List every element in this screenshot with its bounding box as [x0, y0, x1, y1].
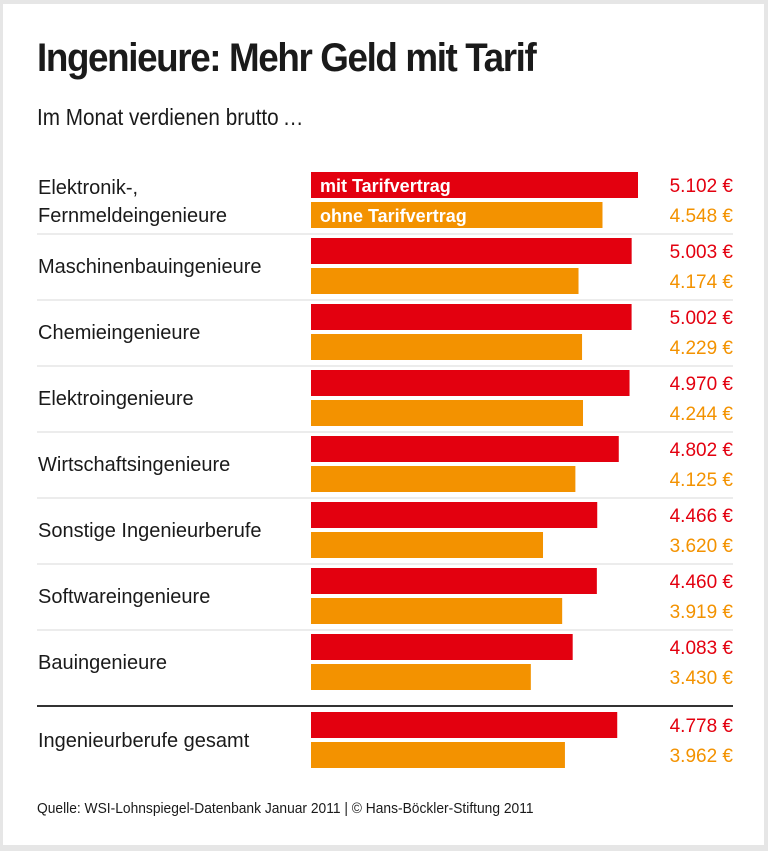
bar-mit-tarif	[311, 712, 618, 738]
category-label: Elektronik-,	[38, 177, 138, 199]
value-label: 3.430 €	[670, 668, 734, 689]
bar-mit-tarif	[311, 370, 630, 396]
bar-ohne-tarif	[311, 334, 583, 360]
value-label: 4.802 €	[670, 440, 734, 461]
bar-mit-tarif	[311, 238, 632, 264]
bar-mit-tarif	[311, 172, 638, 198]
value-label: 4.244 €	[670, 404, 734, 425]
category-label: Fernmeldeingenieure	[38, 205, 227, 227]
value-label: 5.002 €	[670, 308, 734, 329]
value-label: 5.102 €	[670, 176, 734, 197]
bar-ohne-tarif	[311, 202, 603, 228]
value-label: 4.778 €	[670, 716, 734, 737]
value-label: 4.229 €	[670, 338, 734, 359]
chart-subtitle: Im Monat verdienen brutto …	[37, 104, 304, 130]
bar-mit-tarif	[311, 568, 597, 594]
category-label: Chemieingenieure	[38, 322, 200, 344]
value-label: 5.003 €	[670, 242, 734, 263]
category-label: Wirtschaftsingenieure	[38, 454, 230, 476]
bar-mit-tarif	[311, 502, 598, 528]
value-label: 4.548 €	[670, 206, 734, 227]
bar-ohne-tarif	[311, 400, 584, 426]
value-label: 3.962 €	[670, 746, 734, 767]
bar-ohne-tarif	[311, 466, 576, 492]
category-label: Ingenieurberufe gesamt	[38, 730, 250, 752]
category-label: Softwareingenieure	[38, 586, 210, 608]
value-label: 4.466 €	[670, 506, 734, 527]
value-label: 4.083 €	[670, 638, 734, 659]
value-label: 4.125 €	[670, 470, 734, 491]
bar-mit-tarif	[311, 304, 632, 330]
bar-mit-tarif	[311, 436, 619, 462]
category-label: Bauingenieure	[38, 652, 167, 674]
bar-ohne-tarif	[311, 742, 565, 768]
bar-ohne-tarif	[311, 598, 563, 624]
category-label: Elektroingenieure	[38, 388, 194, 410]
category-label: Maschinenbauingenieure	[38, 256, 262, 278]
bar-mit-tarif	[311, 634, 573, 660]
bar-ohne-tarif	[311, 664, 531, 690]
value-label: 3.919 €	[670, 602, 734, 623]
value-label: 4.970 €	[670, 374, 734, 395]
category-label: Sonstige Ingenieurberufe	[38, 520, 262, 542]
bar-ohne-tarif	[311, 532, 544, 558]
value-label: 4.174 €	[670, 272, 734, 293]
value-label: 4.460 €	[670, 572, 734, 593]
value-label: 3.620 €	[670, 536, 734, 557]
source-note: Quelle: WSI-Lohnspiegel-Datenbank Januar…	[37, 800, 534, 817]
chart-title: Ingenieure: Mehr Geld mit Tarif	[37, 36, 537, 80]
legend-label: mit Tarifvertrag	[320, 176, 451, 196]
bar-ohne-tarif	[311, 268, 579, 294]
legend-label: ohne Tarifvertrag	[320, 206, 467, 226]
